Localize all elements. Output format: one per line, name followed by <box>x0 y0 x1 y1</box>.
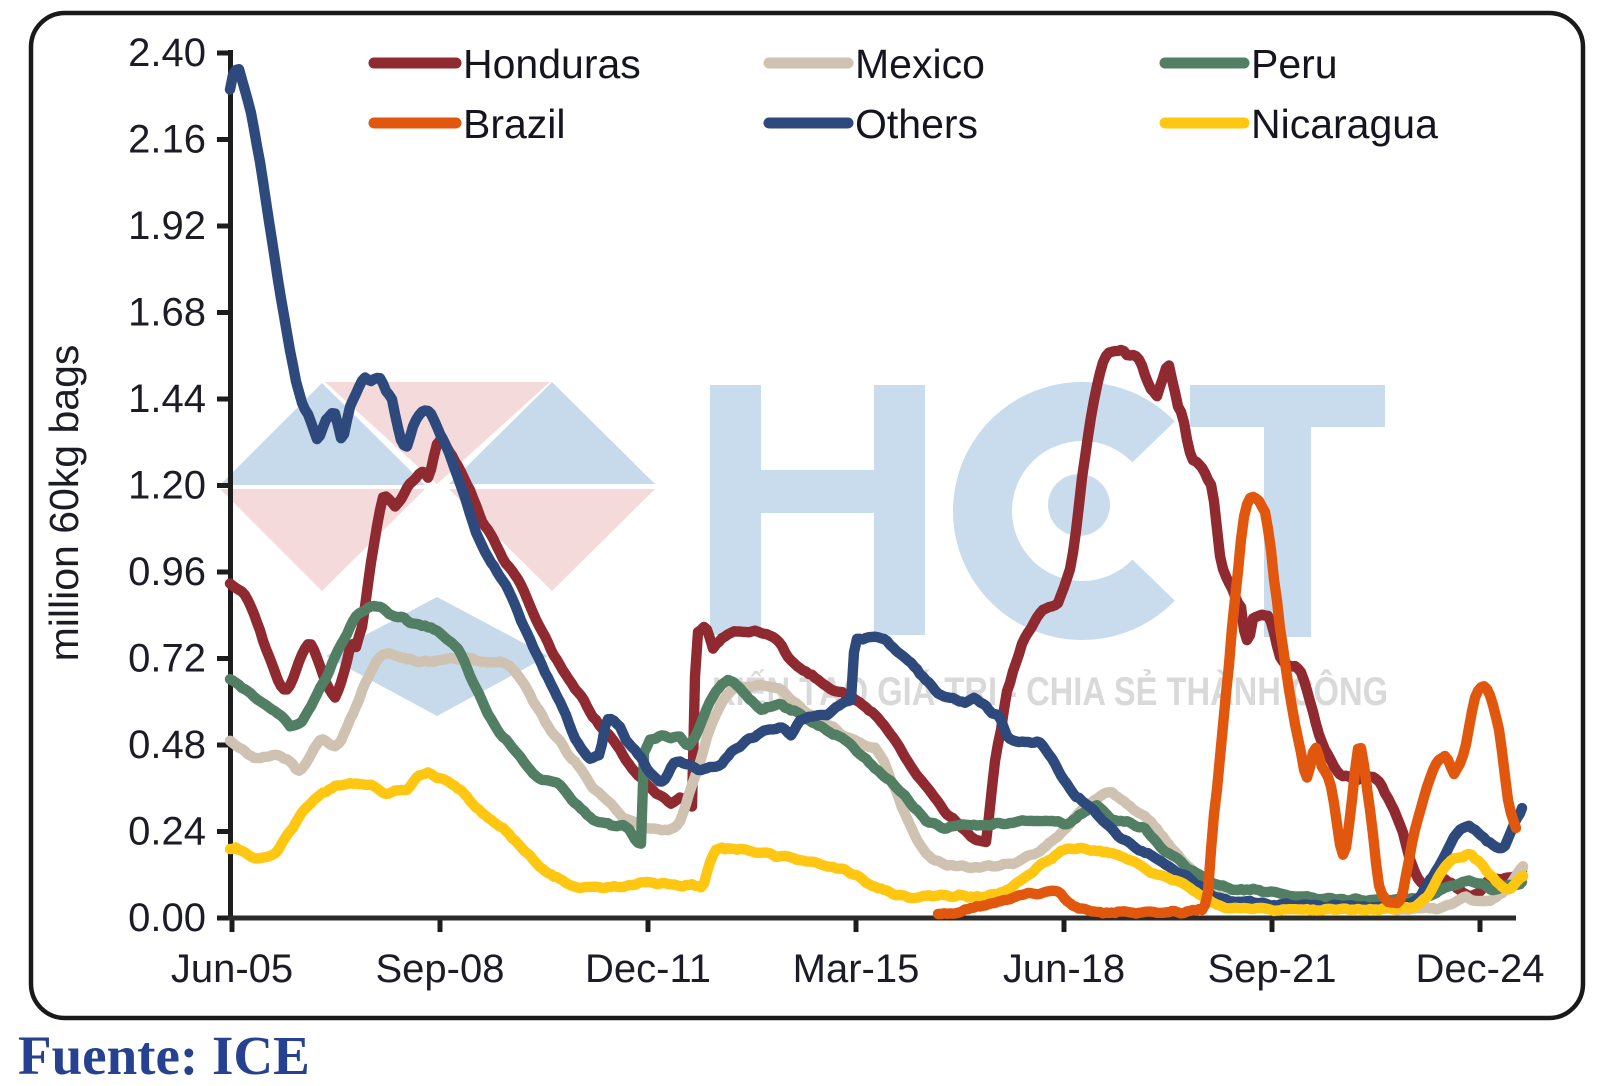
svg-text:0.24: 0.24 <box>128 810 206 854</box>
svg-text:Mexico: Mexico <box>855 41 985 87</box>
svg-text:Honduras: Honduras <box>463 41 641 87</box>
svg-text:Dec-24: Dec-24 <box>1416 947 1545 991</box>
svg-text:Jun-18: Jun-18 <box>1003 947 1125 991</box>
svg-text:2.16: 2.16 <box>128 118 206 162</box>
svg-text:Others: Others <box>855 101 978 147</box>
svg-text:Brazil: Brazil <box>463 101 566 147</box>
svg-text:1.92: 1.92 <box>128 204 206 248</box>
svg-text:Dec-11: Dec-11 <box>585 947 711 991</box>
svg-text:0.48: 0.48 <box>128 723 206 767</box>
svg-text:0.72: 0.72 <box>128 637 206 681</box>
svg-text:Peru: Peru <box>1251 41 1338 87</box>
svg-text:1.44: 1.44 <box>128 377 206 421</box>
svg-text:2.40: 2.40 <box>128 31 206 75</box>
svg-text:Fuente: ICE: Fuente: ICE <box>18 1025 310 1086</box>
svg-text:Sep-21: Sep-21 <box>1208 947 1337 991</box>
svg-text:Mar-15: Mar-15 <box>793 947 920 991</box>
svg-text:Jun-05: Jun-05 <box>171 947 293 991</box>
svg-text:1.68: 1.68 <box>128 291 206 335</box>
svg-text:million 60kg bags: million 60kg bags <box>41 345 87 662</box>
svg-text:0.00: 0.00 <box>128 896 206 940</box>
svg-text:Sep-08: Sep-08 <box>376 947 505 991</box>
svg-text:1.20: 1.20 <box>128 464 206 508</box>
svg-text:0.96: 0.96 <box>128 550 206 594</box>
svg-text:Nicaragua: Nicaragua <box>1251 101 1438 147</box>
